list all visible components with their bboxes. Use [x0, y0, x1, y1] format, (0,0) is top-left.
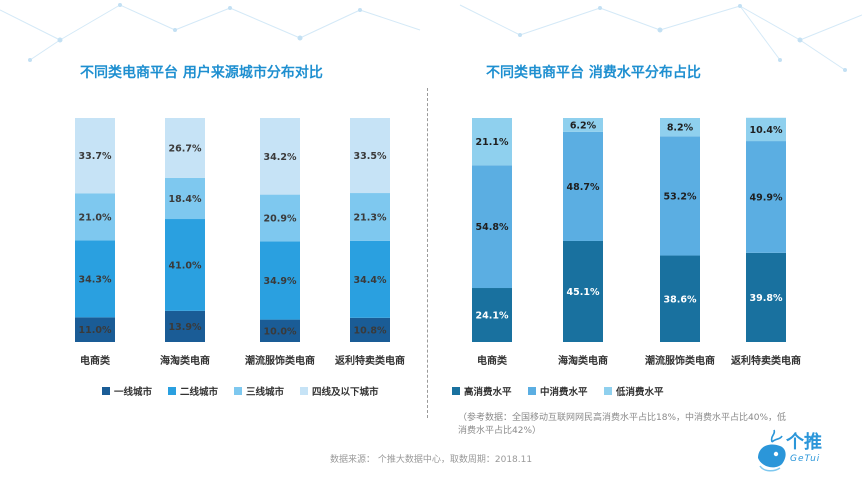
bar-segment [260, 194, 300, 242]
right-chart-title: 不同类电商平台 消费水平分布占比 [486, 65, 701, 81]
left-chart-title: 不同类电商平台 用户来源城市分布对比 [80, 65, 323, 81]
category-label: 海淘类电商 [558, 354, 608, 367]
data-label: 6.2% [570, 120, 597, 131]
data-label: 11.0% [79, 325, 112, 336]
bar-segment [75, 317, 115, 342]
data-label: 38.6% [664, 294, 697, 305]
legend-label: 二线城市 [180, 386, 219, 398]
bar-segment [472, 288, 512, 342]
data-label: 10.0% [264, 326, 297, 337]
data-label: 21.0% [79, 213, 112, 224]
bar-segment [165, 310, 205, 342]
bar-segment [660, 118, 700, 137]
bar-segment [165, 118, 205, 178]
data-label: 34.2% [264, 152, 297, 163]
category-label: 潮流服饰类电商 [245, 354, 315, 367]
bar-segment [165, 177, 205, 220]
data-label: 53.2% [664, 191, 697, 202]
legend-swatch [102, 387, 110, 395]
legend-label: 一线城市 [114, 386, 153, 398]
data-label: 10.4% [750, 125, 783, 136]
category-label: 电商类 [477, 354, 507, 367]
bar-segment [472, 165, 512, 289]
data-label: 48.7% [567, 182, 600, 193]
consumption-level-chart: 24.1% 54.8% 21.1% 电商类 45.1% 48.7% 6.2% 海淘类电商 38.… [452, 117, 801, 398]
legend-swatch [300, 387, 308, 395]
logo-text: 个推 [786, 432, 822, 453]
bar-segment [260, 319, 300, 342]
bar-segment [350, 193, 390, 241]
data-label: 34.9% [264, 276, 297, 287]
data-label: 41.0% [169, 260, 202, 271]
reference-note: （参考数据：全国移动互联网网民高消费水平占比18%，中消费水平占比40%，低消费… [458, 413, 787, 436]
data-label: 34.4% [354, 275, 387, 286]
data-label: 45.1% [567, 287, 600, 298]
legend-label: 低消费水平 [615, 386, 664, 398]
legend-label: 中消费水平 [540, 386, 588, 398]
data-label: 33.5% [354, 151, 387, 162]
logo-subtext: GeTui [790, 454, 821, 464]
bar-segment [260, 241, 300, 320]
legend-swatch [604, 387, 612, 395]
data-label: 24.1% [476, 311, 509, 322]
data-label: 18.4% [169, 194, 202, 205]
legend-label: 四线及以下城市 [312, 386, 379, 398]
legend-label: 三线城市 [246, 386, 285, 398]
legend-swatch [168, 387, 176, 395]
data-label: 13.9% [169, 322, 202, 333]
data-label: 49.9% [750, 192, 783, 203]
bar-segment [746, 141, 786, 253]
bar-segment [563, 118, 603, 132]
data-label: 39.8% [750, 293, 783, 304]
bar-segment [260, 118, 300, 195]
data-label: 21.3% [354, 212, 387, 223]
data-label: 10.8% [354, 325, 387, 336]
data-label: 34.3% [79, 274, 112, 285]
legend-swatch [528, 387, 536, 395]
getui-whale-logo-icon [758, 429, 786, 472]
category-label: 返利特卖类电商 [731, 354, 801, 367]
category-label: 潮流服饰类电商 [645, 354, 715, 367]
city-distribution-chart: 11.0% 34.3% 21.0% 33.7% 电商类 13.9% 41.0% 18.4% 26… [75, 118, 405, 398]
bar-segment [746, 252, 786, 342]
bar-segment [350, 240, 390, 318]
data-label: 26.7% [169, 143, 202, 154]
legend-swatch [452, 387, 460, 395]
category-label: 电商类 [80, 354, 110, 367]
bar-segment [563, 240, 603, 342]
bar-segment [746, 117, 786, 142]
bar-segment [350, 118, 390, 194]
bar-segment [75, 240, 115, 318]
chart-divider [427, 88, 428, 418]
data-label: 21.1% [476, 137, 509, 148]
bar-segment [660, 255, 700, 342]
data-label: 8.2% [667, 123, 694, 134]
data-label: 54.8% [476, 222, 509, 233]
bar-segment [165, 219, 205, 311]
bar-segment [660, 136, 700, 256]
category-label: 返利特卖类电商 [335, 354, 405, 367]
data-source: 数据来源： 个推大数据中心，取数周期：2018.11 [330, 455, 533, 465]
legend-swatch [234, 387, 242, 395]
category-label: 海淘类电商 [160, 354, 210, 367]
data-label: 20.9% [264, 214, 297, 225]
bar-segment [75, 193, 115, 241]
legend-label: 高消费水平 [464, 386, 512, 398]
data-label: 33.7% [79, 151, 112, 162]
bar-segment [563, 131, 603, 241]
bar-segment [75, 118, 115, 194]
bar-segment [350, 317, 390, 342]
bar-segment [472, 118, 512, 166]
